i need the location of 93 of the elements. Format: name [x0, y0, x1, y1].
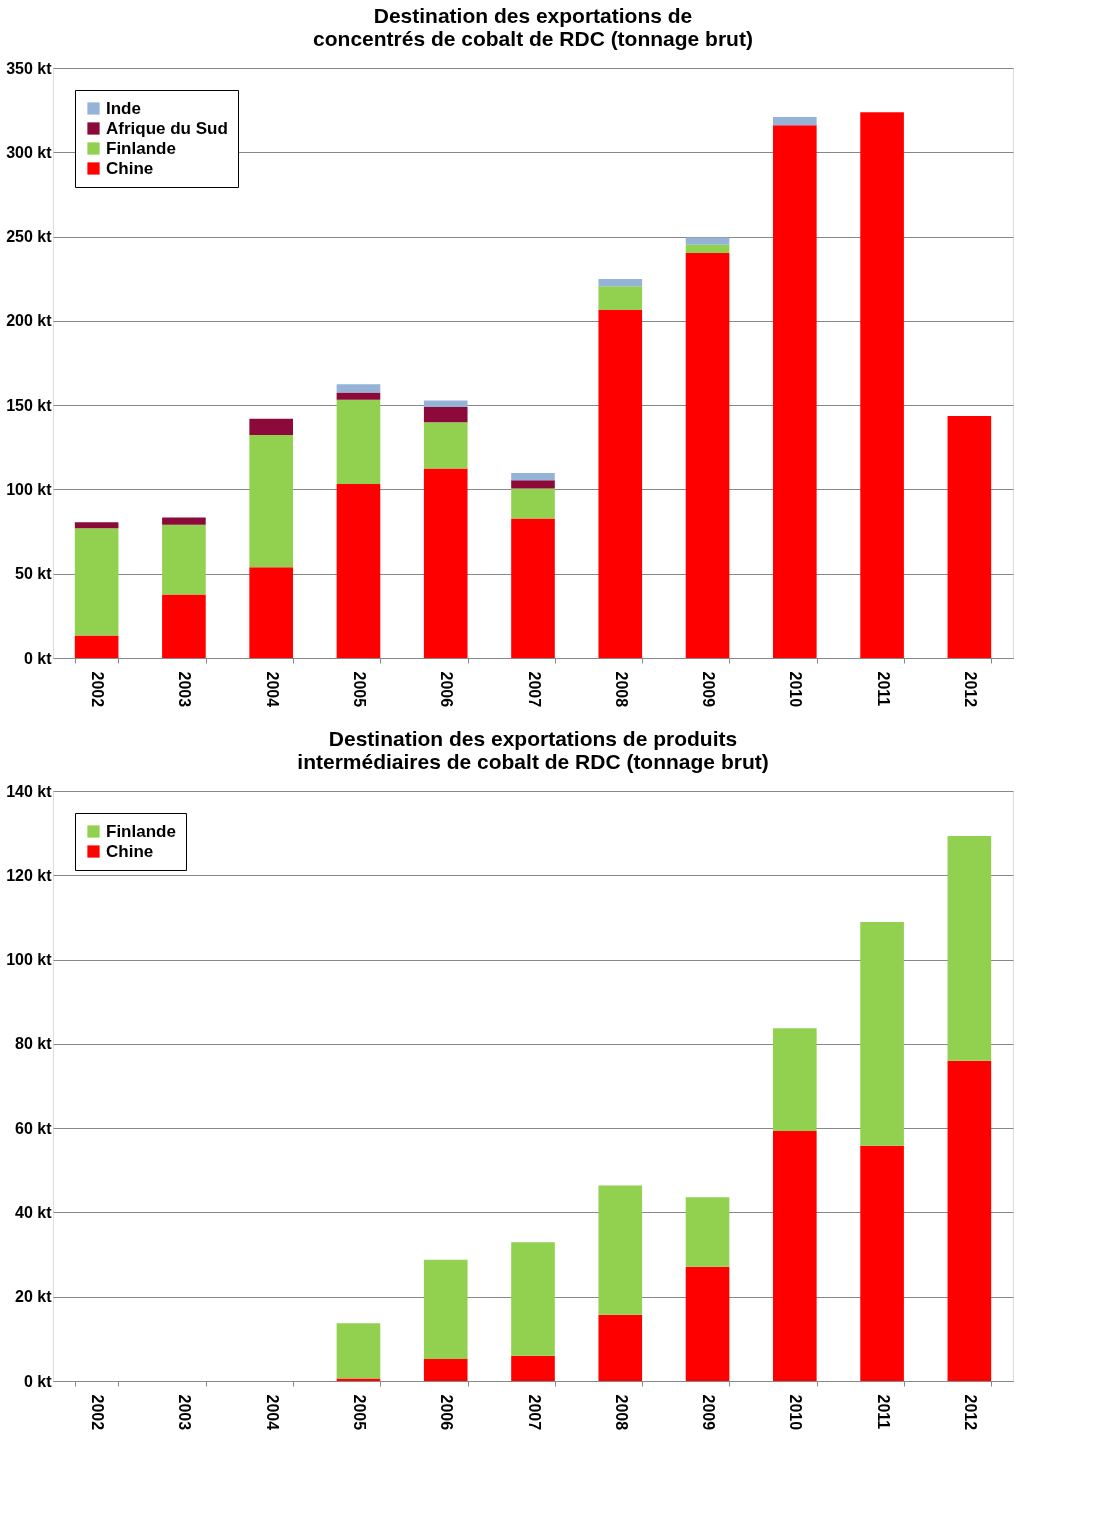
bar [74, 522, 119, 529]
y-tick-label: 0 kt [23, 649, 53, 667]
x-tick-label: 2008 [612, 1394, 630, 1431]
x-tick-label: 2010 [787, 671, 805, 708]
bar [598, 286, 643, 310]
bar [685, 1266, 730, 1381]
bar [249, 434, 293, 568]
bar [773, 116, 817, 126]
bar [598, 1185, 643, 1315]
y-tick-label: 0 kt [23, 1372, 53, 1390]
bar [511, 1242, 555, 1356]
x-tick-label: 2011 [874, 1394, 892, 1430]
x-tick-label: 2006 [438, 671, 456, 708]
bar [511, 1355, 555, 1381]
bar [511, 480, 555, 489]
bar [249, 418, 293, 435]
bar [511, 488, 555, 519]
bar [423, 400, 468, 407]
bar [162, 594, 206, 658]
x-tick-label: 2004 [263, 671, 281, 708]
bar [74, 528, 119, 636]
y-tick-label: 50 kt [15, 565, 53, 583]
legend-label: Inde [106, 98, 141, 118]
chart-title: Destination des exportations de produits intermédiaires de cobalt de RDC (tonnage brut) [297, 727, 769, 773]
bar [511, 473, 555, 481]
bar [336, 399, 381, 485]
y-tick-label: 300 kt [6, 143, 53, 161]
x-tick-label: 2002 [89, 1394, 107, 1431]
bar [598, 279, 643, 287]
x-tick-label: 2002 [89, 671, 107, 708]
legend-label: Finlande [106, 821, 176, 841]
bar [773, 125, 817, 658]
bar [860, 1145, 904, 1381]
bar [162, 517, 206, 525]
chart-title: Destination des exportations de concentrés de cobalt de RDC (tonnage brut) [313, 4, 753, 50]
bar [685, 237, 730, 245]
bar [773, 1131, 817, 1381]
y-tick-label: 250 kt [6, 228, 53, 246]
bar [423, 468, 468, 658]
bar [947, 1060, 992, 1381]
y-tick-label: 350 kt [6, 59, 53, 77]
x-tick-label: 2012 [961, 1394, 979, 1431]
bar [423, 1259, 468, 1360]
legend-label: Chine [106, 158, 154, 178]
bar [423, 422, 468, 469]
bar [336, 384, 381, 393]
y-tick-label: 100 kt [6, 480, 53, 498]
bar [336, 392, 381, 400]
bar [423, 1359, 468, 1381]
bar [511, 518, 555, 658]
x-tick-label: 2007 [525, 1394, 543, 1431]
x-tick-label: 2012 [961, 671, 979, 708]
y-tick-label: 140 kt [6, 782, 53, 800]
bar [860, 112, 904, 658]
x-tick-label: 2005 [350, 1394, 368, 1431]
x-tick-label: 2008 [612, 671, 630, 708]
bar [947, 416, 992, 658]
x-tick-label: 2005 [350, 671, 368, 708]
bar [685, 244, 730, 253]
bar [773, 1028, 817, 1132]
x-tick-label: 2009 [700, 1394, 718, 1431]
bar [860, 922, 904, 1146]
x-tick-label: 2006 [438, 1394, 456, 1431]
x-tick-label: 2007 [525, 671, 543, 708]
y-tick-label: 120 kt [6, 866, 53, 884]
y-tick-label: 40 kt [15, 1203, 53, 1221]
bar [423, 407, 468, 423]
y-tick-label: 60 kt [15, 1119, 53, 1137]
bar [685, 252, 730, 658]
bar [336, 1378, 381, 1381]
y-tick-label: 80 kt [15, 1035, 53, 1053]
legend-label: Chine [106, 841, 154, 861]
x-tick-label: 2003 [176, 1394, 194, 1431]
y-tick-label: 150 kt [6, 396, 53, 414]
legend-label: Afrique du Sud [106, 118, 228, 138]
y-tick-label: 20 kt [15, 1288, 53, 1306]
bar [685, 1197, 730, 1267]
bar [249, 567, 293, 658]
bar [162, 524, 206, 595]
bar [336, 484, 381, 658]
x-tick-label: 2009 [700, 671, 718, 708]
bar [598, 1314, 643, 1381]
x-tick-label: 2010 [787, 1394, 805, 1431]
bar [74, 635, 119, 658]
legend-label: Finlande [106, 138, 176, 158]
y-tick-label: 200 kt [6, 312, 53, 330]
y-tick-label: 100 kt [6, 951, 53, 969]
bar [947, 836, 992, 1061]
x-tick-label: 2011 [874, 671, 892, 707]
x-tick-label: 2003 [176, 671, 194, 708]
x-tick-label: 2004 [263, 1394, 281, 1431]
bar [598, 309, 643, 658]
bar [336, 1323, 381, 1379]
